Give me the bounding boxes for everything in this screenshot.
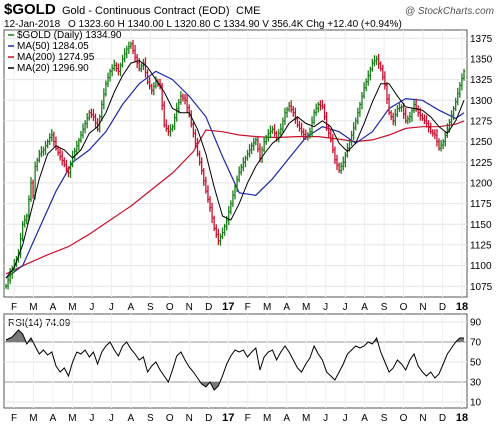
x-tick-label: O	[400, 302, 408, 313]
x-tick-label: A	[50, 302, 57, 313]
x-tick-label: S	[147, 302, 154, 313]
rsi-panel	[3, 313, 468, 409]
x-axis-bottom: F M A M J J A S O N D 17 F M A M J J A S O N D 18	[11, 412, 468, 424]
x-tick-label: S	[381, 413, 388, 424]
legend-entry: MA(20) 1296.90	[17, 63, 89, 74]
x-tick-label: F	[245, 302, 251, 313]
x-tick-label: J	[89, 413, 94, 424]
x-tick-label: A	[283, 302, 290, 313]
ma200-line	[5, 120, 465, 275]
price-panel	[3, 29, 468, 298]
x-tick-label: J	[323, 302, 328, 313]
rsi-tick-label: 90	[470, 318, 482, 329]
x-tick-label: S	[381, 302, 388, 313]
legend-entry: MA(200) 1274.95	[17, 52, 95, 63]
x-tick-label: N	[186, 413, 193, 424]
x-tick-label: J	[343, 302, 348, 313]
price-tick-label: 1325	[470, 75, 493, 86]
x-tick-label: 18	[456, 301, 468, 313]
x-tick-label: 17	[222, 301, 234, 313]
x-tick-label: A	[361, 413, 368, 424]
price-tick-label: 1250	[470, 137, 493, 148]
price-tick-label: 1075	[470, 282, 493, 293]
x-tick-label: J	[109, 302, 114, 313]
x-tick-label: N	[419, 413, 426, 424]
x-tick-label: D	[205, 413, 212, 424]
rsi-gridlines	[4, 314, 467, 408]
x-tick-label: J	[343, 413, 348, 424]
chart-title: Gold - Continuous Contract (EOD)	[62, 5, 230, 17]
x-tick-label: M	[263, 413, 271, 424]
chart-ohlc: O 1323.60 H 1340.00 L 1320.80 C 1334.90 …	[68, 19, 402, 30]
x-tick-label: D	[439, 413, 446, 424]
price-y-axis: 1075 1100 1125 1150 1175 1200 1225 1250 1275 1300…	[470, 34, 493, 293]
rsi-y-axis: 10 30 50 70 90	[470, 318, 482, 409]
x-tick-label: J	[89, 302, 94, 313]
rsi-tick-label: 50	[470, 358, 482, 369]
price-tick-label: 1150	[470, 220, 492, 231]
watermark: @ StockCharts.com	[405, 6, 494, 17]
ma50-line	[5, 70, 465, 279]
x-tick-label: A	[128, 302, 135, 313]
price-tick-label: 1125	[470, 240, 492, 251]
x-tick-label: A	[283, 413, 290, 424]
chart-date: 12-Jan-2018	[4, 19, 61, 30]
x-tick-label: A	[50, 413, 57, 424]
x-tick-label: M	[68, 413, 76, 424]
x-tick-label: 18	[456, 412, 468, 424]
x-tick-label: M	[68, 302, 76, 313]
legend-entry: MA(50) 1284.05	[17, 41, 89, 52]
x-tick-label: J	[323, 413, 328, 424]
chart-symbol: $GOLD	[4, 1, 56, 18]
x-tick-label: F	[11, 413, 17, 424]
rsi-tick-label: 30	[470, 378, 482, 389]
x-tick-label: O	[166, 413, 174, 424]
rsi-tick-label: 10	[470, 398, 482, 409]
x-tick-label: M	[302, 413, 310, 424]
price-tick-label: 1200	[470, 178, 493, 189]
x-tick-label: A	[361, 302, 368, 313]
price-tick-label: 1275	[470, 116, 493, 127]
x-tick-label: A	[128, 413, 135, 424]
chart-exchange: CME	[236, 5, 260, 17]
price-tick-label: 1100	[470, 261, 492, 272]
x-tick-label: S	[147, 413, 154, 424]
price-tick-label: 1225	[470, 158, 493, 169]
x-tick-label: M	[29, 302, 37, 313]
x-tick-label: O	[166, 302, 174, 313]
x-tick-label: J	[109, 413, 114, 424]
x-tick-label: M	[302, 302, 310, 313]
x-tick-label: F	[245, 413, 251, 424]
legend-entry: $GOLD (Daily) 1334.90	[17, 30, 122, 41]
x-tick-label: M	[29, 413, 37, 424]
rsi-tick-label: 70	[470, 338, 482, 349]
price-bars	[4, 39, 466, 290]
x-tick-label: N	[419, 302, 426, 313]
x-tick-label: F	[11, 302, 17, 313]
x-tick-label: N	[186, 302, 193, 313]
rsi-line	[5, 329, 464, 391]
x-tick-label: M	[263, 302, 271, 313]
ma20-line	[5, 60, 465, 279]
price-tick-label: 1375	[470, 34, 493, 45]
rsi-label: RSI(14) 74.09	[8, 318, 71, 329]
price-tick-label: 1175	[470, 199, 492, 210]
x-tick-label: D	[439, 302, 446, 313]
price-gridlines	[4, 30, 467, 297]
price-tick-label: 1300	[470, 96, 493, 107]
x-tick-label: D	[205, 302, 212, 313]
x-tick-label: 17	[222, 412, 234, 424]
price-tick-label: 1350	[470, 54, 493, 65]
x-axis-top: F M A M J J A S O N D 17 F M A M J J A S O N D 18	[11, 301, 468, 313]
x-tick-label: O	[400, 413, 408, 424]
